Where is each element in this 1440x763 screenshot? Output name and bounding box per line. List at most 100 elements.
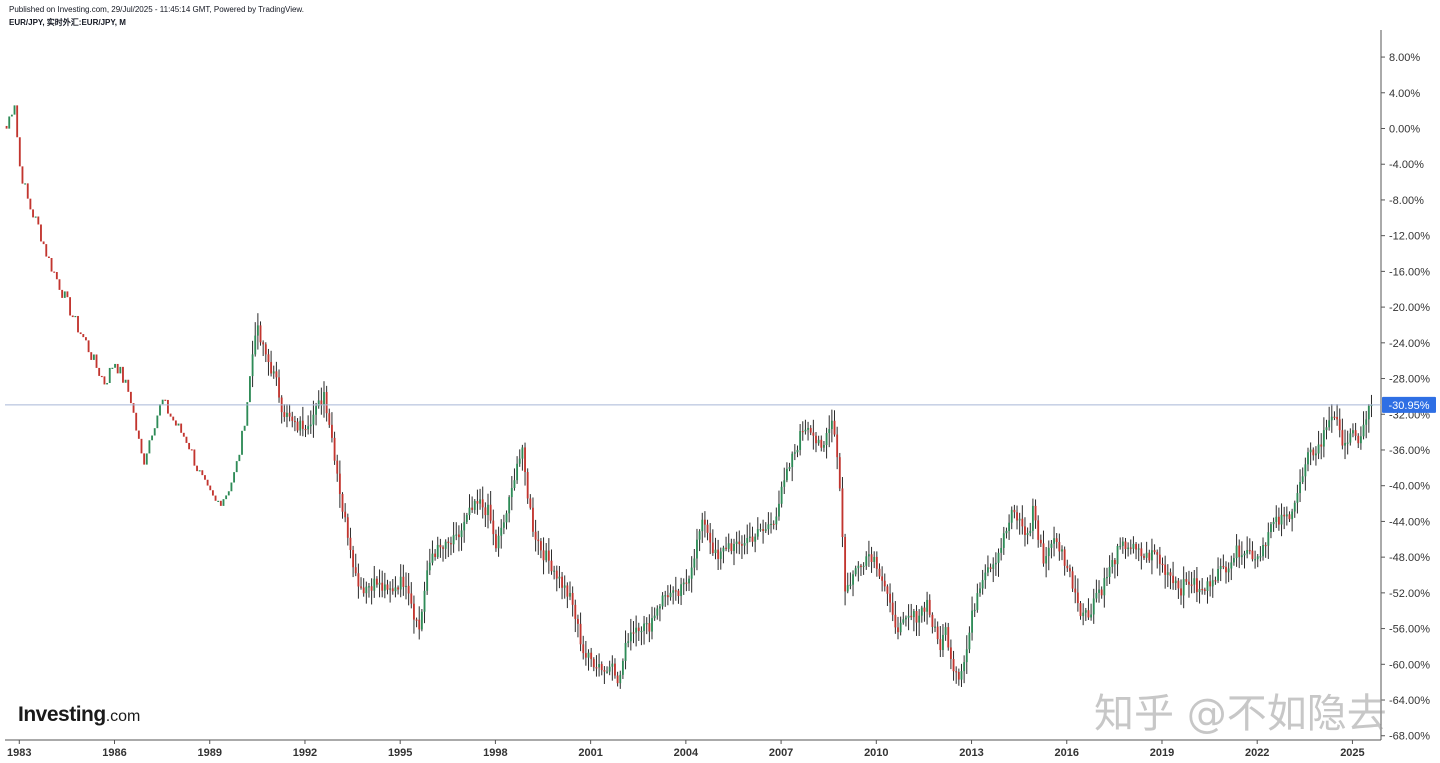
candle xyxy=(825,427,828,459)
candle xyxy=(79,332,82,335)
candle xyxy=(246,402,249,426)
candle-body xyxy=(270,362,273,374)
candle-body xyxy=(381,582,384,591)
candle-body xyxy=(579,623,582,645)
candle-body xyxy=(145,453,148,465)
candle-body xyxy=(375,578,378,585)
investing-logo: Investing.com xyxy=(18,703,140,727)
candle xyxy=(928,594,931,618)
candle xyxy=(643,615,645,645)
candle xyxy=(555,565,558,592)
candle xyxy=(1280,503,1283,537)
candle xyxy=(897,616,899,640)
candle-body xyxy=(1026,533,1029,536)
candle-body xyxy=(312,414,315,425)
candle-body xyxy=(426,570,429,591)
candle-body xyxy=(460,530,463,538)
candle-body xyxy=(788,467,791,469)
candle-body xyxy=(1090,614,1093,618)
candle xyxy=(1283,506,1286,530)
candle xyxy=(1053,526,1055,557)
candle-body xyxy=(1037,520,1040,540)
candle-body xyxy=(865,556,868,566)
candle xyxy=(1285,506,1288,526)
candle-body xyxy=(1307,452,1309,465)
candle xyxy=(1135,542,1137,560)
candle-body xyxy=(1344,442,1346,446)
candle-body xyxy=(987,567,989,573)
candle-body xyxy=(243,425,246,431)
candle-body xyxy=(1293,502,1296,512)
candle xyxy=(137,430,140,439)
candle xyxy=(370,578,373,605)
candle-body xyxy=(495,534,497,549)
candle-body xyxy=(1156,552,1159,555)
candle xyxy=(862,562,865,575)
candle xyxy=(883,573,886,592)
candle-body xyxy=(1201,588,1204,591)
x-tick-label: 1995 xyxy=(388,747,412,759)
candle xyxy=(748,522,751,543)
candle xyxy=(312,400,315,438)
candle-body xyxy=(10,114,13,117)
candle-body xyxy=(37,216,40,225)
candle xyxy=(5,125,8,129)
candle-body xyxy=(1050,543,1053,548)
candle xyxy=(243,425,246,431)
candle-body xyxy=(66,291,69,298)
candle xyxy=(910,603,913,621)
candle xyxy=(703,511,706,538)
candle-body xyxy=(119,366,122,374)
candle-body xyxy=(159,404,161,416)
candle xyxy=(820,435,823,452)
candle-body xyxy=(1063,549,1066,566)
candle xyxy=(8,116,11,129)
candle xyxy=(484,502,487,527)
candle-body xyxy=(939,639,942,651)
candle xyxy=(1328,406,1331,431)
candle-body xyxy=(365,586,368,594)
candle-body xyxy=(219,500,222,506)
candle xyxy=(574,599,577,633)
candle xyxy=(1000,538,1003,561)
candle-body xyxy=(418,619,421,630)
candle xyxy=(1238,539,1241,569)
current-value-label: -30.95% xyxy=(1389,400,1430,412)
candle xyxy=(1240,541,1243,565)
candle-body xyxy=(696,539,698,559)
candle-body xyxy=(1010,509,1013,523)
candle-body xyxy=(291,416,294,421)
candle xyxy=(711,529,714,556)
candle xyxy=(754,533,757,553)
candle-body xyxy=(18,137,21,167)
candle xyxy=(58,279,61,290)
candle-body xyxy=(148,440,151,454)
candle-body xyxy=(725,547,727,549)
candle-body xyxy=(722,547,725,552)
candle-body xyxy=(190,449,193,451)
candle xyxy=(756,517,759,540)
candle-body xyxy=(1285,514,1288,517)
candle-body xyxy=(701,519,704,532)
candle-body xyxy=(770,523,772,526)
candle-body xyxy=(971,610,973,633)
candle xyxy=(16,105,19,138)
candle-body xyxy=(137,430,140,439)
candle xyxy=(169,413,172,417)
candle-body xyxy=(405,585,407,588)
candle xyxy=(844,533,847,606)
candle-body xyxy=(539,541,542,551)
candle xyxy=(1352,423,1354,438)
candle xyxy=(24,183,27,185)
candle-body xyxy=(402,576,405,587)
candle-body xyxy=(524,447,526,473)
candle-body xyxy=(193,449,196,466)
candle-body xyxy=(1267,532,1270,546)
candle-body xyxy=(92,354,95,360)
candle xyxy=(830,409,833,443)
candle xyxy=(603,666,606,684)
candle-body xyxy=(188,442,191,450)
candle xyxy=(1277,507,1280,531)
candle xyxy=(444,539,447,559)
